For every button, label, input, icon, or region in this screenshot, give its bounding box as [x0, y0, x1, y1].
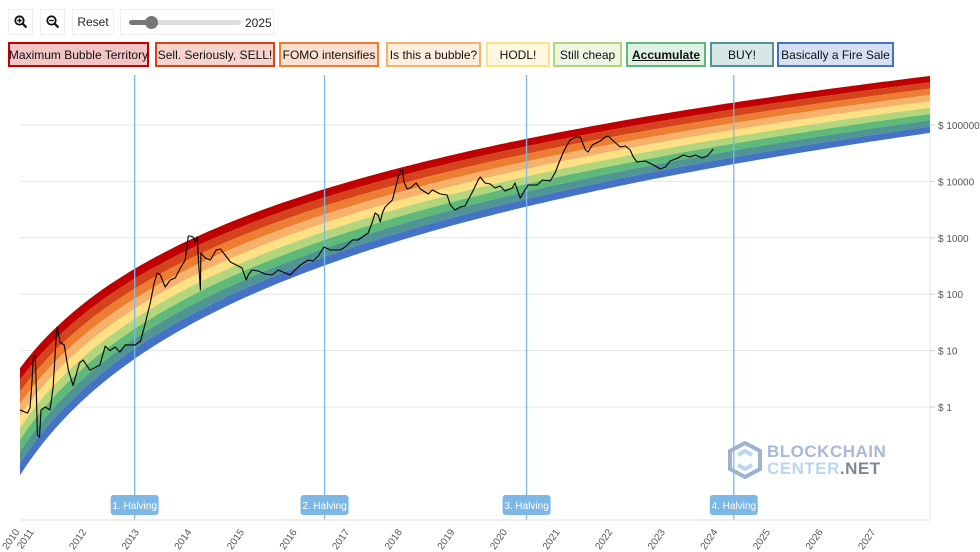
x-tick-label: 2014 — [173, 527, 195, 552]
x-tick-label: 2021 — [541, 527, 563, 552]
slider-fill — [129, 20, 152, 25]
x-tick-label: 2017 — [330, 527, 352, 552]
legend-item-buy[interactable]: BUY! — [710, 42, 774, 67]
x-tick-label: 2022 — [593, 527, 615, 552]
y-tick-label: $ 10 — [938, 347, 958, 358]
x-tick-label: 2020 — [488, 527, 510, 552]
blockchain-cube-icon — [728, 441, 762, 479]
legend-item-maximum-bubble-territory[interactable]: Maximum Bubble Territory — [8, 42, 149, 67]
x-tick-label: 2023 — [646, 527, 668, 552]
legend-item-still-cheap[interactable]: Still cheap — [553, 42, 622, 67]
x-tick-label: 2024 — [699, 527, 721, 552]
watermark-logo: BLOCKCHAIN CENTER.NET — [727, 441, 887, 481]
halving-label: 4. Halving — [712, 501, 756, 512]
legend-item-fomo-intensifies[interactable]: FOMO intensifies — [279, 42, 379, 67]
halving-label-box — [110, 495, 159, 515]
zoom-in-icon — [13, 15, 27, 29]
legend-item-sell-seriously-sell[interactable]: Sell. Seriously, SELL! — [155, 42, 275, 67]
halving-label: 3. Halving — [504, 501, 548, 512]
x-tick-label: 2027 — [857, 527, 879, 552]
legend-item-basically-a-fire-sale[interactable]: Basically a Fire Sale — [777, 42, 894, 67]
slider-value: 2025 — [245, 16, 272, 30]
halving-label-box — [709, 495, 758, 515]
x-tick-label: 2013 — [120, 527, 142, 552]
x-tick-label: 2016 — [278, 527, 300, 552]
zoom-in-button[interactable] — [8, 9, 33, 35]
slider-thumb[interactable] — [145, 16, 159, 29]
x-tick-label: 2012 — [67, 527, 89, 552]
x-tick-label: 2026 — [804, 527, 826, 552]
x-tick-label: 2018 — [383, 527, 405, 552]
y-tick-label: $ 10000 — [938, 177, 975, 188]
halving-label-box — [300, 495, 349, 515]
x-tick-label: 2025 — [751, 527, 773, 552]
legend-item-hodl[interactable]: HODL! — [486, 42, 550, 67]
zoom-out-button[interactable] — [40, 9, 65, 35]
y-tick-label: $ 100000 — [938, 121, 980, 132]
bitcoin-price-line — [19, 135, 714, 438]
reset-button[interactable]: Reset — [72, 9, 114, 35]
x-tick-label: 2015 — [225, 527, 247, 552]
y-tick-label: $ 100 — [938, 290, 963, 301]
zoom-out-icon — [45, 15, 59, 29]
x-tick-label: 2019 — [436, 527, 458, 552]
legend-item-is-this-a-bubble[interactable]: Is this a bubble? — [386, 42, 481, 67]
watermark-text: BLOCKCHAIN CENTER.NET — [767, 442, 887, 478]
legend-item-accumulate[interactable]: Accumulate — [626, 42, 706, 67]
halving-label: 1. Halving — [112, 501, 156, 512]
year-slider[interactable] — [129, 16, 241, 29]
halving-label: 2. Halving — [302, 501, 346, 512]
year-slider-box: 2025 — [120, 9, 274, 35]
halving-label-box — [502, 495, 551, 515]
x-tick-label: 2011 — [15, 527, 37, 551]
y-tick-label: $ 1000 — [938, 234, 969, 245]
y-tick-label: $ 1 — [938, 403, 952, 414]
